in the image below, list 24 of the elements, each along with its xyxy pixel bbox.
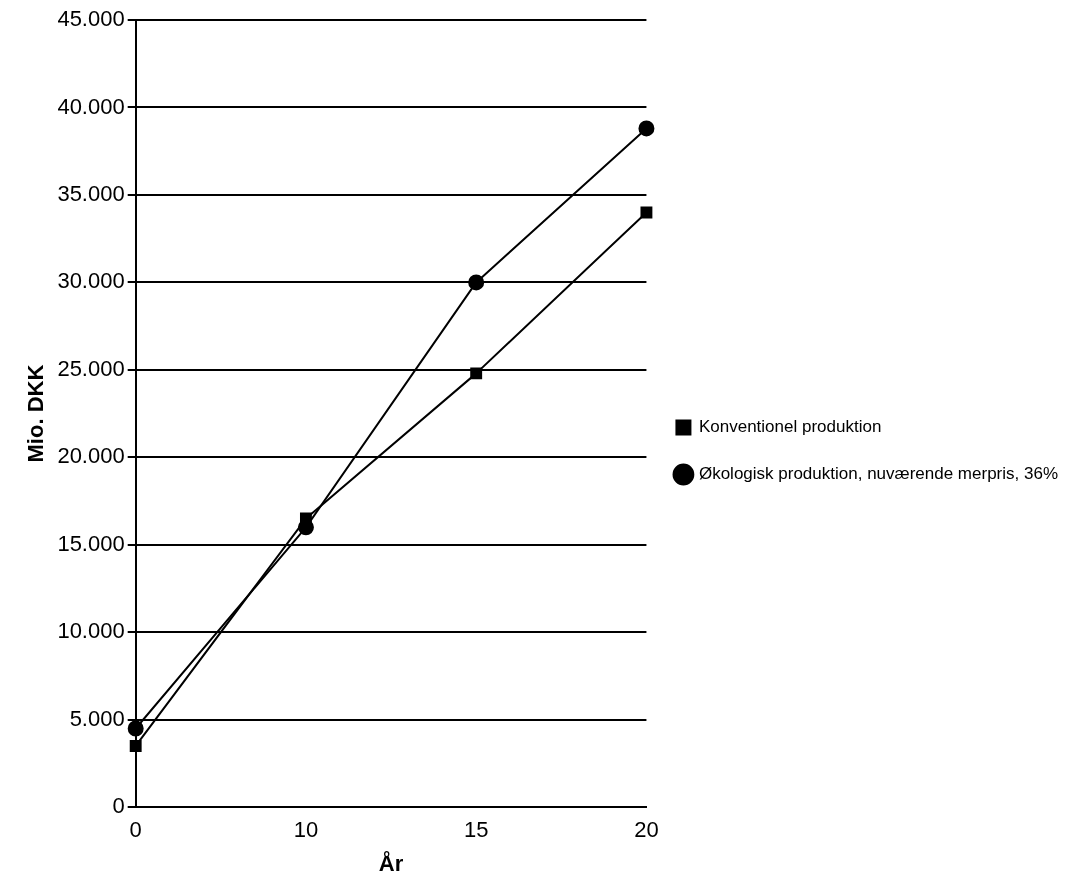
y-tick-label: 5.000	[69, 705, 125, 731]
point	[640, 206, 653, 219]
x-tick-label: 0	[129, 817, 142, 843]
point	[470, 367, 483, 380]
y-tick-label: 10.000	[57, 618, 125, 644]
x-tick-label: 20	[634, 817, 659, 843]
legend-label: Økologisk produktion, nuværende merpris, 36%	[698, 464, 1059, 484]
y-tick-label: 40.000	[57, 93, 125, 119]
point	[638, 120, 655, 137]
x-tick-label: 10	[293, 817, 319, 843]
y-tick-label: 45.000	[57, 6, 125, 32]
y-tick-label: 20.000	[57, 443, 125, 469]
y-tick-label: 0	[112, 793, 125, 819]
y-tick-label: 30.000	[57, 268, 125, 294]
y-tick-label: 35.000	[57, 181, 125, 206]
point	[127, 720, 144, 737]
y-axis-title: Mio. DKK	[23, 364, 49, 463]
legend-label: Konventionel produktion	[698, 417, 882, 437]
point	[129, 740, 142, 752]
x-tick-label: 15	[463, 817, 489, 843]
point	[468, 274, 485, 291]
x-axis-title: År	[378, 849, 404, 876]
y-tick-label: 15.000	[57, 530, 125, 556]
y-tick-label: 25.000	[57, 355, 125, 381]
